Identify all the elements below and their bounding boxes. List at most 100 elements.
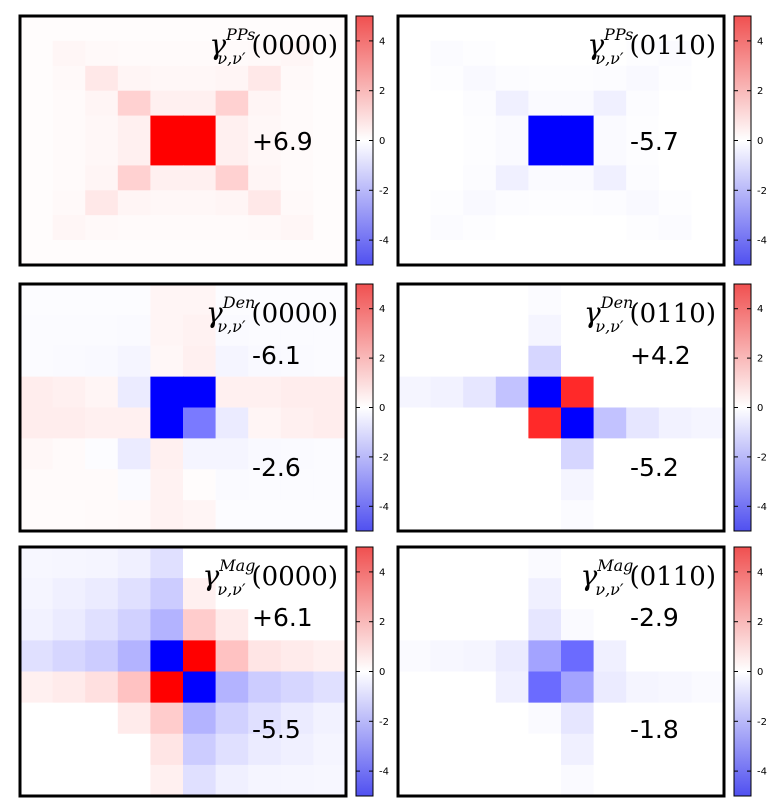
heatmap-cell bbox=[528, 140, 562, 166]
value-annotation: -5.7 bbox=[630, 127, 679, 156]
heatmap-cell bbox=[626, 764, 660, 797]
heatmap-cell bbox=[528, 90, 562, 117]
heatmap-cell bbox=[528, 500, 562, 532]
heatmap-cell bbox=[215, 314, 249, 347]
heatmap-cell bbox=[280, 16, 314, 42]
heatmap-cell bbox=[183, 165, 217, 191]
heatmap-cell bbox=[117, 640, 151, 673]
heatmap-cell bbox=[398, 702, 432, 735]
heatmap-cell bbox=[658, 438, 692, 470]
panel-frame bbox=[396, 545, 726, 798]
heatmap-cell bbox=[495, 733, 529, 766]
heatmap-cell bbox=[398, 438, 432, 470]
panel-frame bbox=[396, 14, 726, 267]
heatmap-cell bbox=[313, 609, 347, 641]
heatmap-cell bbox=[626, 165, 660, 191]
heatmap-cell bbox=[691, 165, 725, 191]
heatmap-cell bbox=[280, 165, 314, 191]
title-argument: (0000) bbox=[252, 31, 338, 61]
heatmap-cell bbox=[280, 40, 314, 67]
heatmap-cell bbox=[691, 284, 725, 316]
heatmap-cell bbox=[463, 376, 497, 409]
colorbar-tick-label: 2 bbox=[757, 617, 763, 628]
heatmap-cell bbox=[495, 65, 529, 92]
colorbar-tick-label: 0 bbox=[757, 667, 763, 678]
heatmap-cell bbox=[495, 547, 529, 579]
heatmap-cell bbox=[430, 702, 464, 735]
panel-title: γDen ν,ν′ (0000) bbox=[206, 293, 338, 336]
heatmap-cell bbox=[495, 500, 529, 532]
heatmap-cell bbox=[85, 640, 119, 673]
heatmap-cell bbox=[430, 345, 464, 378]
heatmap-cell bbox=[117, 345, 151, 378]
heatmap-cell bbox=[183, 609, 217, 641]
heatmap-cell bbox=[52, 376, 86, 409]
title-symbol: γ bbox=[580, 559, 597, 592]
heatmap-cell bbox=[495, 115, 529, 142]
title-superscript: Mag bbox=[596, 556, 633, 575]
heatmap-cell bbox=[626, 547, 660, 579]
heatmap-cell bbox=[658, 165, 692, 191]
heatmap-cell bbox=[626, 190, 660, 216]
heatmap-cell bbox=[280, 609, 314, 641]
title-subscript: ν,ν′ bbox=[595, 580, 624, 599]
heatmap-cell bbox=[248, 284, 282, 316]
heatmap-cell bbox=[528, 165, 562, 191]
heatmap-cell bbox=[691, 345, 725, 378]
title-subscript: ν,ν′ bbox=[217, 317, 246, 336]
heatmap-cell bbox=[561, 140, 595, 166]
colorbar-tick-label: 0 bbox=[379, 403, 385, 414]
heatmap-cell bbox=[117, 240, 151, 266]
heatmap-cell bbox=[215, 469, 249, 501]
heatmap-cell bbox=[313, 376, 347, 409]
title-argument: (0110) bbox=[630, 31, 716, 61]
heatmap-cell bbox=[313, 702, 347, 735]
heatmap-cell bbox=[626, 640, 660, 673]
heatmap-cell bbox=[658, 407, 692, 439]
colorbar-tick-label: 4 bbox=[379, 304, 385, 315]
heatmap-cell bbox=[430, 65, 464, 92]
colorbar-tick-label: -4 bbox=[379, 502, 389, 513]
heatmap-cell bbox=[280, 500, 314, 532]
heatmap-cell bbox=[117, 140, 151, 166]
colorbar-tick-label: 2 bbox=[757, 86, 763, 97]
heatmap-cell bbox=[215, 733, 249, 766]
heatmap-cell bbox=[183, 190, 217, 216]
heatmap-cell bbox=[658, 578, 692, 610]
heatmap-cell bbox=[398, 140, 432, 166]
heatmap-cell bbox=[495, 314, 529, 347]
heatmap-cell bbox=[20, 345, 54, 378]
heatmap-cell bbox=[248, 16, 282, 42]
heatmap-cell bbox=[658, 284, 692, 316]
heatmap-cell bbox=[280, 90, 314, 117]
heatmap-cell bbox=[280, 215, 314, 241]
heatmap-cell bbox=[691, 240, 725, 266]
heatmap-cell bbox=[626, 140, 660, 166]
heatmap-cell bbox=[398, 215, 432, 241]
heatmap-panel: γDen ν,ν′ (0110) +4.2 -5.2 4 2 0 -2 -4 bbox=[396, 282, 767, 533]
heatmap-cell bbox=[561, 702, 595, 735]
heatmap-cell bbox=[248, 671, 282, 704]
title-symbol: γ bbox=[206, 296, 223, 329]
heatmap-cell bbox=[117, 190, 151, 216]
heatmap-cell bbox=[313, 65, 347, 92]
heatmap-cell bbox=[215, 609, 249, 641]
heatmap-cell bbox=[658, 65, 692, 92]
heatmap-cell bbox=[463, 500, 497, 532]
panel-title: γMag ν,ν′ (0000) bbox=[202, 556, 338, 599]
heatmap-cell bbox=[430, 438, 464, 470]
heatmap-cell bbox=[20, 547, 54, 579]
heatmap-cell bbox=[85, 314, 119, 347]
heatmap-cell bbox=[398, 16, 432, 42]
heatmap-cell bbox=[85, 65, 119, 92]
heatmap-cell bbox=[150, 190, 184, 216]
heatmap-cell bbox=[20, 733, 54, 766]
heatmap-cell bbox=[215, 40, 249, 67]
heatmap-cell bbox=[593, 284, 627, 316]
heatmap-cell bbox=[495, 345, 529, 378]
heatmap-cell bbox=[52, 40, 86, 67]
heatmap-cell bbox=[561, 640, 595, 673]
heatmap-cell bbox=[150, 314, 184, 347]
heatmap-cell bbox=[280, 284, 314, 316]
colorbar-tick-label: 2 bbox=[379, 354, 385, 365]
